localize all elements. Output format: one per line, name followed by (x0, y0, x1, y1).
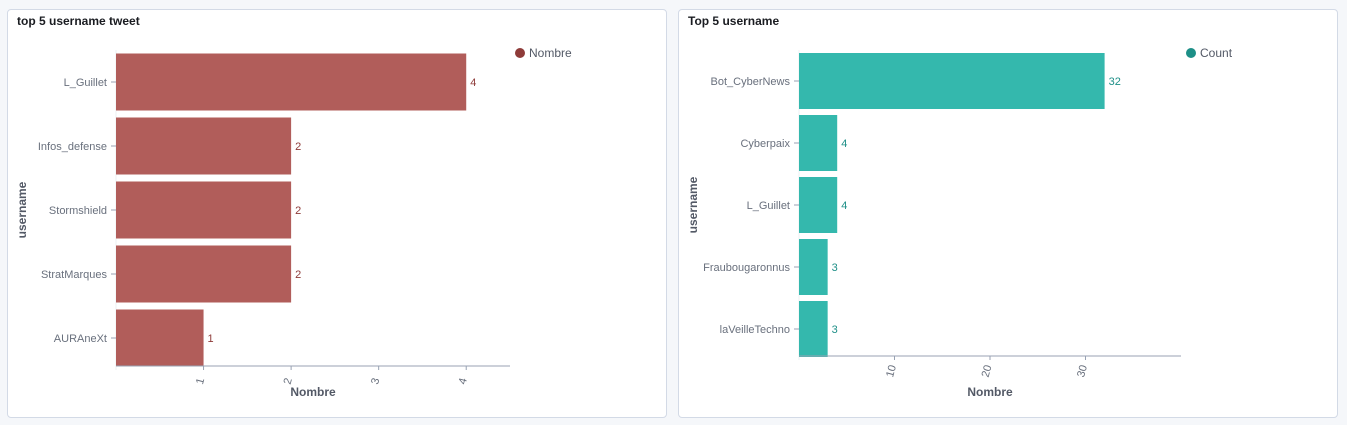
bar-auranext (116, 309, 204, 367)
legend-label: Count (1200, 46, 1233, 60)
panel-title: top 5 username tweet (17, 14, 140, 28)
x-tick-label: 30 (1075, 364, 1090, 379)
bar-bot-cybernews (799, 53, 1105, 109)
bar-laveilletechno (799, 301, 828, 357)
value-label: 4 (841, 138, 847, 150)
x-tick-label: 2 (282, 377, 295, 386)
legend-swatch (515, 48, 525, 58)
bar-chart: L_Guillet 4 Infos_defense 2 Stormshield 2 Stra… (15, 46, 572, 399)
value-label: 3 (832, 324, 838, 336)
category-label: L_Guillet (64, 77, 107, 89)
bar-infos-defense (116, 117, 292, 175)
x-tick-label: 20 (980, 364, 995, 379)
legend-swatch (1186, 48, 1196, 58)
category-label: L_Guillet (747, 200, 790, 212)
category-label: AURAneXt (54, 333, 107, 345)
bar-stratmarques (116, 245, 292, 303)
x-tick-label: 3 (369, 377, 382, 386)
bar-chart: Bot_CyberNews 32 Cyberpaix 4 L_Guillet 4 Fraub… (686, 46, 1233, 399)
bar-l-guillet (116, 53, 467, 111)
category-label: StratMarques (41, 269, 108, 281)
panel-title: Top 5 username (688, 14, 780, 28)
category-label: laVeilleTechno (720, 324, 790, 336)
chart-panel-top5-username: Top 5 username Bot_CyberNews 32 Cyberpaix 4… (678, 9, 1338, 418)
y-axis-title: username (686, 176, 700, 233)
x-tick-label: 1 (194, 377, 207, 386)
value-label: 2 (295, 269, 301, 281)
category-label: Cyberpaix (740, 138, 790, 150)
bar-l-guillet (799, 177, 838, 233)
value-label: 1 (208, 333, 214, 345)
value-label: 2 (295, 141, 301, 153)
x-tick-label: 10 (884, 364, 899, 379)
x-axis-title: Nombre (967, 385, 1013, 399)
category-label: Bot_CyberNews (711, 76, 791, 88)
value-label: 4 (470, 77, 476, 89)
x-tick-label: 4 (457, 377, 470, 386)
bar-stormshield (116, 181, 292, 239)
chart-panel-top5-username-tweet: top 5 username tweet L_Guillet 4 Infos_def… (7, 9, 667, 418)
bar-fraubougaronnus (799, 239, 828, 295)
category-label: Stormshield (49, 205, 107, 217)
bar-cyberpaix (799, 115, 838, 171)
legend-label: Nombre (529, 46, 572, 60)
category-label: Fraubougaronnus (703, 262, 790, 274)
y-axis-title: username (15, 181, 29, 238)
value-label: 32 (1109, 76, 1121, 88)
value-label: 4 (841, 200, 847, 212)
value-label: 2 (295, 205, 301, 217)
value-label: 3 (832, 262, 838, 274)
category-label: Infos_defense (38, 141, 107, 153)
x-axis-title: Nombre (290, 385, 336, 399)
